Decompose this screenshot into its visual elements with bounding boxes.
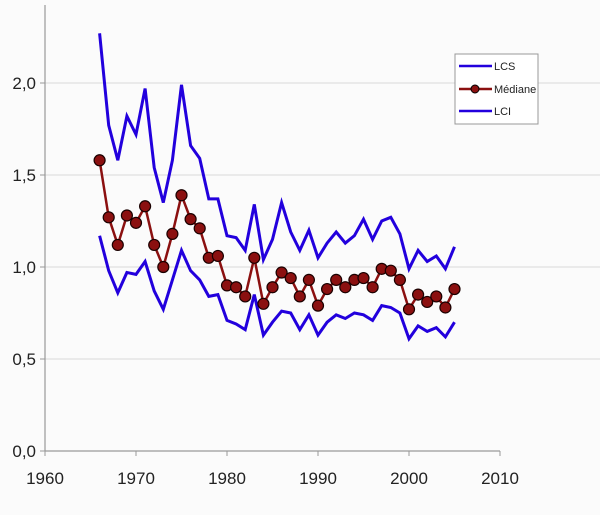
plot-area	[93, 33, 461, 343]
y-tick-label: 1,0	[12, 258, 36, 277]
y-tick-label: 0,0	[12, 442, 36, 461]
legend-label-median: Médiane	[494, 84, 536, 96]
median-point-marker	[402, 303, 416, 316]
median-point-marker	[157, 260, 170, 274]
median-point-marker	[330, 273, 343, 286]
median-point-marker	[393, 273, 406, 286]
median-point-marker	[321, 282, 334, 296]
median-point-marker	[275, 266, 288, 279]
x-tick-label: 1980	[208, 469, 246, 488]
median-point-marker	[257, 297, 270, 310]
median-point-marker	[412, 288, 425, 301]
median-point-marker	[93, 154, 106, 167]
median-point-marker	[293, 290, 306, 303]
series-line-lci	[98, 235, 456, 343]
median-point-marker	[129, 216, 143, 229]
axes: 0,0 0,5 1,0 1,5 2,0 1960 1970 1980 1990 2000 2010	[12, 5, 519, 488]
median-point-marker	[230, 281, 243, 294]
x-tick-label: 2010	[481, 469, 519, 488]
x-tick-label: 2000	[390, 469, 428, 488]
median-point-marker	[384, 264, 397, 277]
legend-median-marker-icon	[470, 84, 480, 94]
legend: LCS Médiane LCI	[454, 53, 539, 125]
series-line-médiane	[98, 160, 456, 313]
series-line-lcs	[98, 33, 456, 274]
median-point-marker	[311, 299, 325, 312]
median-point-marker	[448, 282, 461, 296]
median-point-marker	[211, 249, 224, 263]
median-point-marker	[175, 189, 188, 202]
median-point-marker	[366, 281, 379, 294]
median-point-marker	[111, 238, 124, 252]
y-tick-label: 2,0	[12, 74, 36, 93]
median-point-marker	[193, 222, 206, 235]
x-tick-label: 1960	[26, 469, 64, 488]
median-point-marker	[139, 200, 152, 213]
median-point-marker	[120, 209, 134, 222]
median-point-marker	[166, 227, 179, 240]
median-point-marker	[339, 281, 352, 294]
median-point-marker	[266, 281, 279, 294]
median-point-marker	[302, 273, 315, 286]
median-point-marker	[421, 295, 434, 309]
median-point-marker	[102, 211, 115, 224]
median-point-marker	[439, 301, 452, 314]
median-point-marker	[184, 213, 197, 226]
x-tick-label: 1990	[299, 469, 337, 488]
y-tick-label: 1,5	[12, 166, 36, 185]
legend-label-lci: LCI	[494, 106, 511, 118]
x-tick-label: 1970	[117, 469, 155, 488]
legend-label-lcs: LCS	[494, 61, 515, 73]
median-point-marker	[248, 251, 261, 264]
median-point-marker	[284, 271, 297, 285]
median-point-marker	[357, 271, 370, 285]
median-point-marker	[430, 290, 443, 303]
y-tick-label: 0,5	[12, 350, 36, 369]
median-point-marker	[148, 238, 161, 252]
median-point-marker	[239, 290, 252, 303]
